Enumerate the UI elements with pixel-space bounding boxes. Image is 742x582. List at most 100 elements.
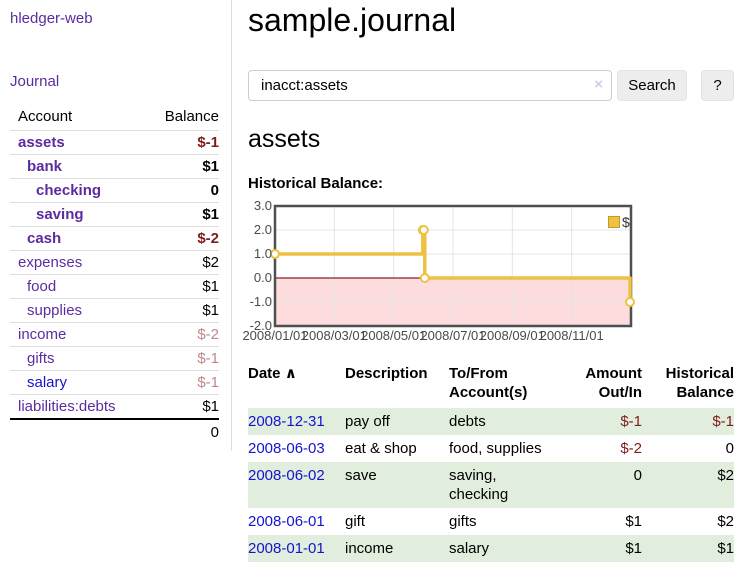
x-axis-label: 2008/01/01 [242, 328, 308, 343]
account-row: saving $1 [10, 202, 219, 227]
register-description-cell: income [345, 540, 394, 557]
account-row: cash $-2 [10, 226, 219, 251]
account-balance: $1 [148, 298, 219, 323]
account-balance: $-2 [148, 322, 219, 347]
x-axis-label: 2008/11/01 [539, 328, 604, 343]
account-row: expenses $2 [10, 250, 219, 275]
register-date-cell: 2008-12-31 [248, 408, 345, 435]
legend-swatch-icon [608, 216, 620, 228]
register-header-row: Date ∧ Description To/From Account(s) Am… [248, 362, 734, 408]
account-name-cell: income [10, 322, 149, 347]
account-link[interactable]: checking [36, 182, 102, 199]
sort-asc-icon: ∧ [284, 365, 297, 382]
transaction-date-link[interactable]: 2008-06-02 [248, 467, 325, 484]
sidebar: hledger-web Journal Account Balance asse… [0, 0, 232, 451]
search-input-wrap: × [248, 70, 612, 101]
search-bar: × Search ? [248, 70, 742, 101]
account-link[interactable]: gifts [27, 350, 55, 367]
data-point-marker [625, 297, 636, 307]
accounts-header-balance: Balance [164, 108, 219, 125]
chart-canvas[interactable] [248, 201, 648, 347]
app-title-link[interactable]: hledger-web [10, 10, 93, 27]
y-axis-label: 1.0 [253, 246, 272, 261]
register-accounts-cell: saving, checking [449, 467, 509, 503]
accounts-header-account: Account [18, 108, 73, 125]
register-row: 2008-12-31 pay off debts $-1 $-1 [248, 408, 734, 435]
account-balance: $1 [148, 154, 219, 179]
y-axis-label: 2.0 [253, 222, 272, 237]
account-link[interactable]: expenses [18, 254, 83, 271]
account-name-cell: checking [10, 178, 149, 203]
y-axis-label: -2.0 [249, 318, 272, 333]
register-row: 2008-01-01 income salary $1 $1 [248, 535, 734, 562]
account-name-cell: salary [10, 370, 149, 395]
register-balance-cell: 0 [725, 440, 734, 457]
account-link[interactable]: cash [27, 230, 62, 247]
register-description-cell: eat & shop [345, 440, 417, 457]
accounts-table: Account Balance assets $-1 bank $1 checking 0… [10, 105, 219, 445]
account-link[interactable]: assets [18, 134, 65, 151]
account-row: salary $-1 [10, 370, 219, 395]
transaction-date-link[interactable]: 2008-01-01 [248, 540, 325, 557]
x-axis-label: 2008/09/01 [479, 328, 545, 343]
transaction-date-link[interactable]: 2008-06-01 [248, 513, 325, 530]
register-header-accounts: To/From Account(s) [449, 365, 528, 401]
account-name-cell: gifts [10, 346, 149, 371]
register-description-cell: save [345, 467, 377, 484]
account-row: checking 0 [10, 178, 219, 203]
register-row: 2008-06-03 eat & shop food, supplies $-2 0 [248, 435, 734, 462]
account-name-cell: food [10, 274, 149, 299]
sidebar-item-journal[interactable]: Journal [10, 73, 60, 90]
register-balance-cell: $2 [717, 467, 734, 484]
help-button[interactable]: ? [701, 70, 734, 101]
clear-search-icon[interactable]: × [594, 76, 603, 93]
account-name-cell: assets [10, 130, 149, 155]
register-header-description: Description [345, 365, 428, 382]
register-header-date[interactable]: Date ∧ [248, 365, 297, 382]
search-button[interactable]: Search [617, 70, 687, 101]
account-link[interactable]: supplies [27, 302, 83, 319]
transaction-date-link[interactable]: 2008-12-31 [248, 413, 325, 430]
account-link[interactable]: saving [36, 206, 84, 223]
register-table: Date ∧ Description To/From Account(s) Am… [248, 362, 734, 562]
account-link[interactable]: food [27, 278, 57, 295]
account-row: bank $1 [10, 154, 219, 179]
account-balance: $-1 [148, 370, 219, 395]
account-row: supplies $1 [10, 298, 219, 323]
account-row: gifts $-1 [10, 346, 219, 371]
account-balance: 0 [148, 178, 219, 203]
account-name-cell: expenses [10, 250, 149, 275]
accounts-header-row: Account Balance [10, 105, 219, 131]
register-date-cell: 2008-01-01 [248, 535, 345, 562]
search-input[interactable] [248, 70, 612, 101]
register-amount-cell: $1 [625, 513, 642, 530]
account-link[interactable]: liabilities:debts [18, 398, 116, 415]
register-accounts-cell: food, supplies [449, 440, 542, 457]
register-balance-cell: $-1 [712, 413, 734, 430]
y-axis-label: 0.0 [253, 270, 272, 285]
register-accounts-cell: gifts [449, 513, 477, 530]
account-link[interactable]: bank [27, 158, 63, 175]
register-amount-cell: $1 [625, 540, 642, 557]
transaction-date-link[interactable]: 2008-06-03 [248, 440, 325, 457]
data-point-marker [270, 249, 280, 259]
register-accounts-cell: debts [449, 413, 486, 430]
account-name-cell: bank [10, 154, 149, 179]
account-row: liabilities:debts $1 [10, 394, 219, 419]
account-balance: $-1 [148, 130, 219, 155]
account-row: assets $-1 [10, 130, 219, 155]
account-link[interactable]: income [18, 326, 67, 343]
account-balance: $2 [148, 250, 219, 275]
account-balance: $-1 [148, 346, 219, 371]
account-link[interactable]: salary [27, 374, 68, 391]
y-axis-label: -1.0 [249, 294, 272, 309]
account-name-cell: liabilities:debts [10, 394, 149, 419]
x-axis-label: 2008/07/01 [420, 328, 486, 343]
account-row: income $-2 [10, 322, 219, 347]
accounts-table-body: assets $-1 bank $1 checking 0 saving $1 cash $-2 e… [10, 130, 219, 419]
register-date-cell: 2008-06-03 [248, 435, 345, 462]
data-point-marker [419, 273, 430, 283]
register-balance-cell: $2 [717, 513, 734, 530]
balance-chart[interactable]: 3.0 2.0 1.0 0.0 -1.0 -2.0 2008/01/01 2008/03/01… [242, 198, 648, 347]
page-title: sample.journal [248, 2, 457, 38]
